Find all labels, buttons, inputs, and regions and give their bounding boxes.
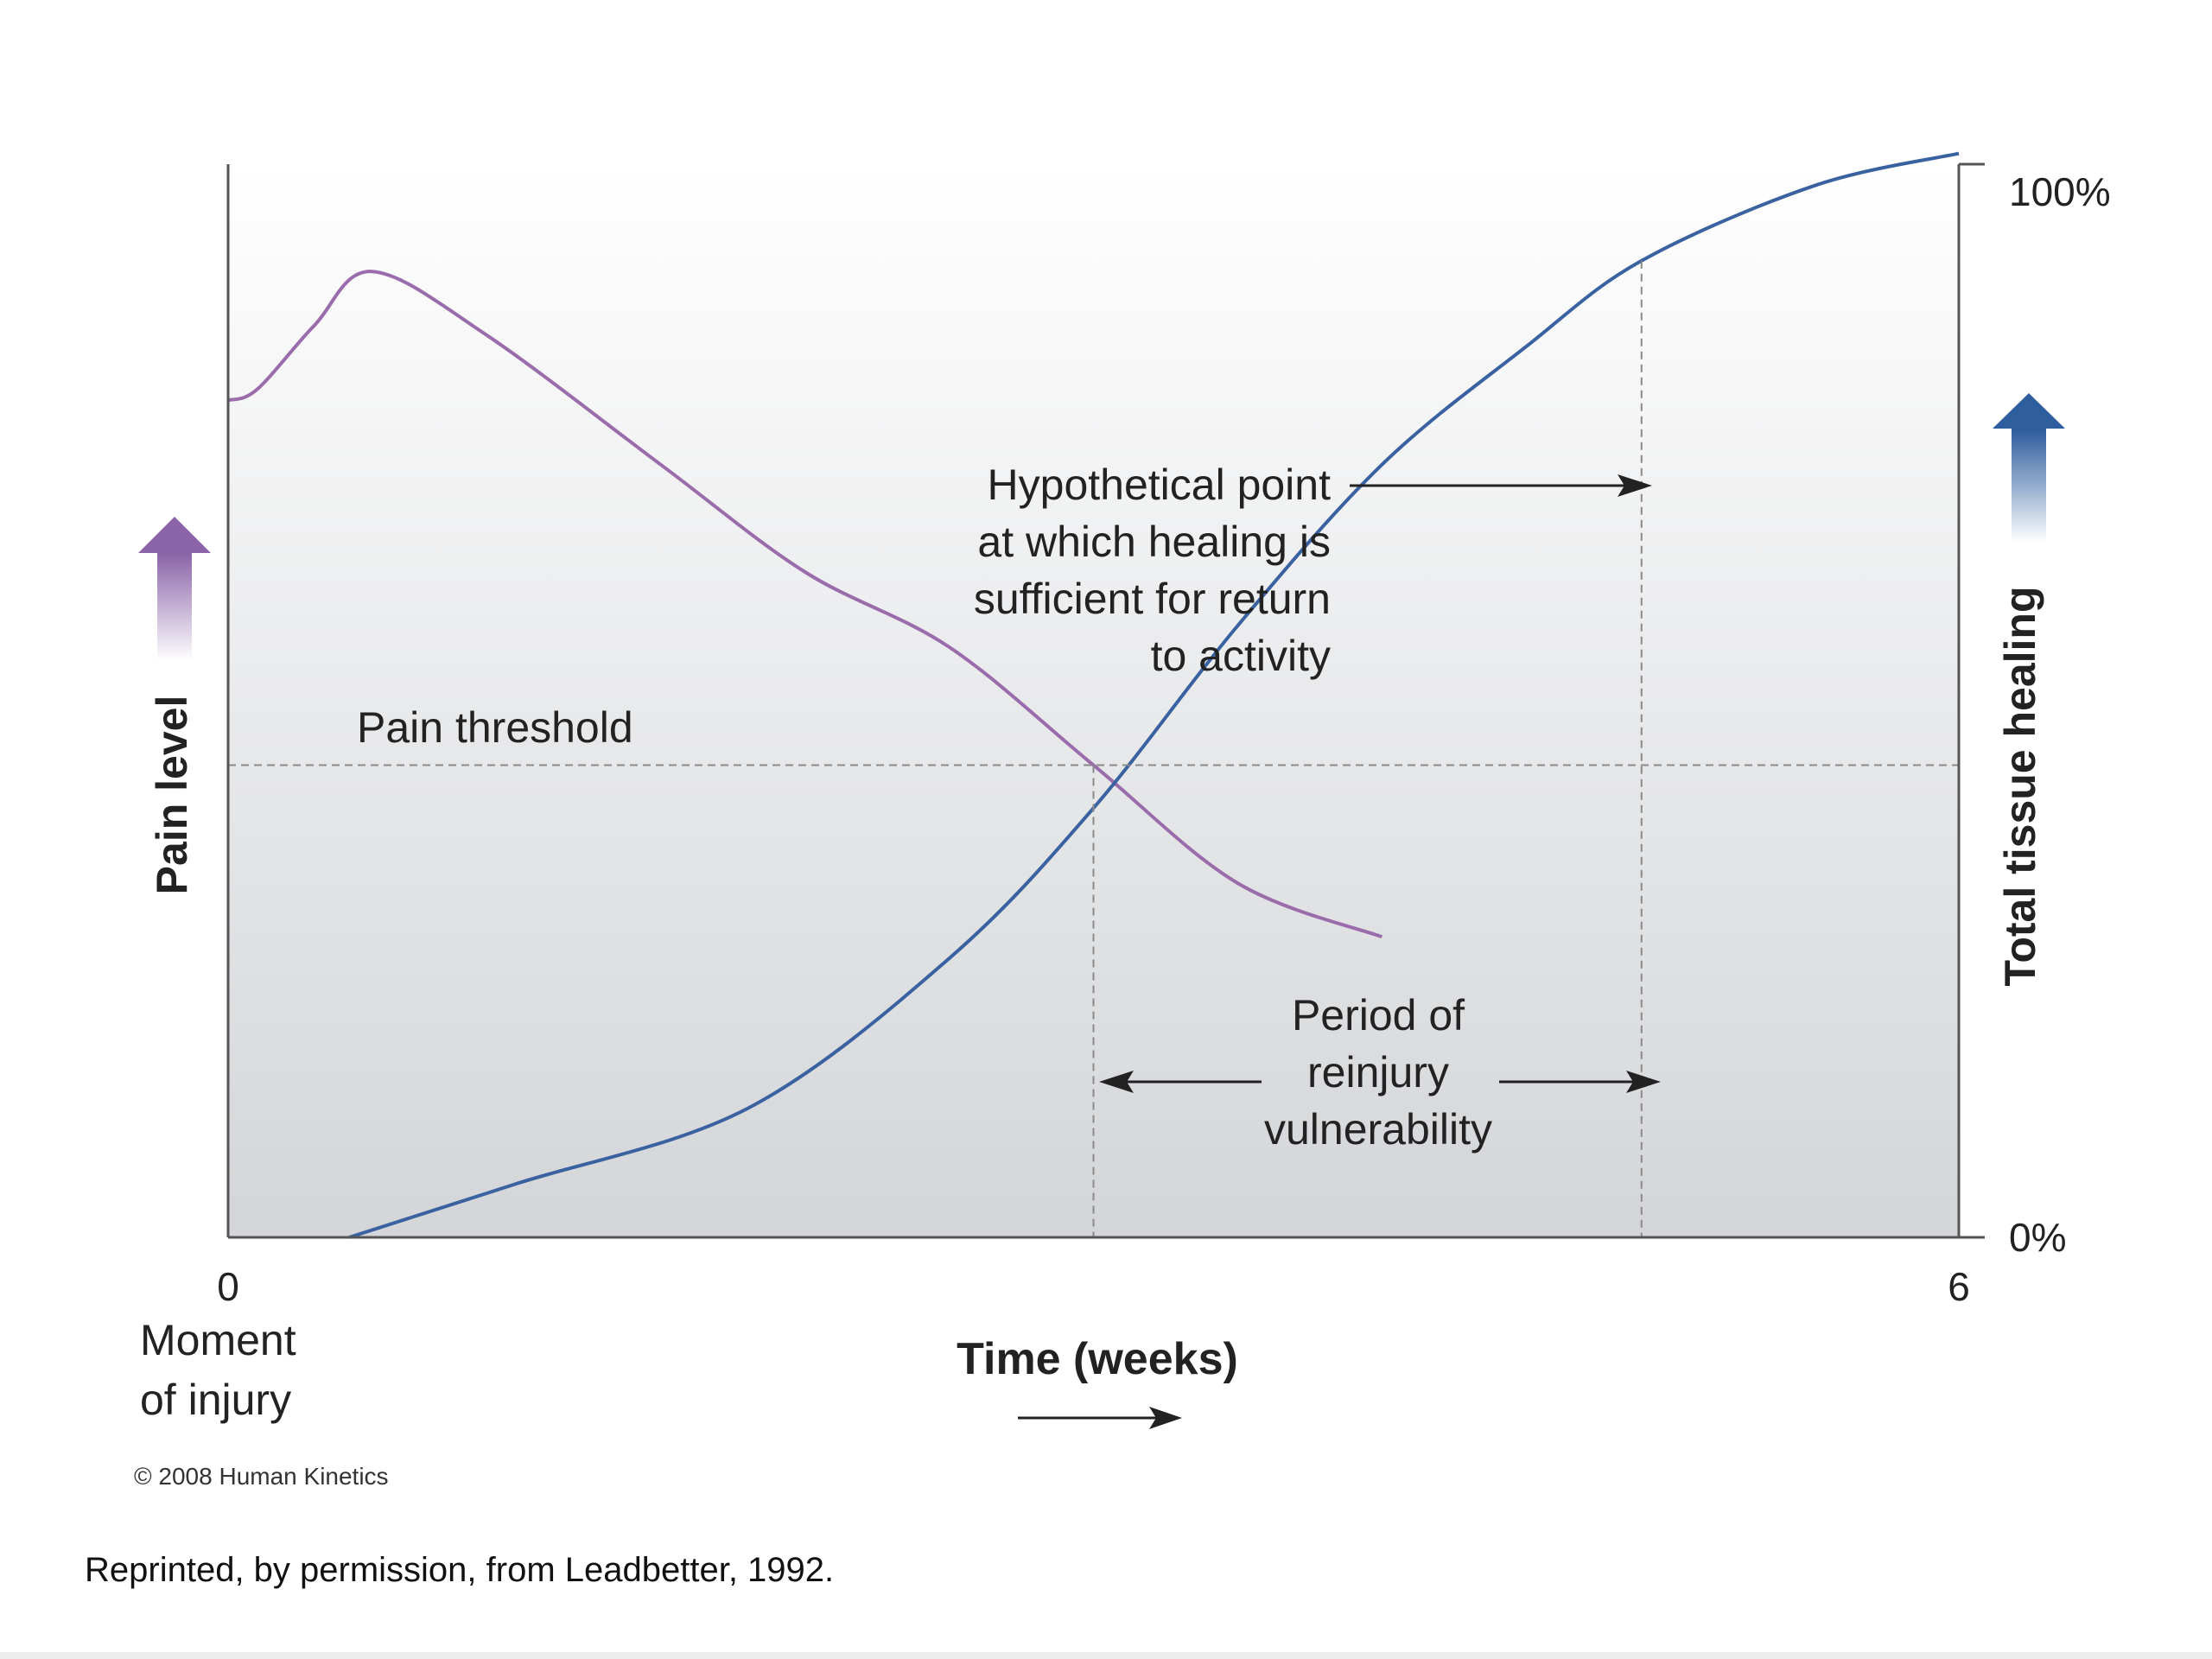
right-tick-label-100: 100% — [2009, 169, 2111, 214]
hypothetical-point-line-3: sufficient for return — [974, 575, 1331, 623]
x-tick-label-6: 6 — [1948, 1264, 1970, 1309]
tissue-healing-curve — [348, 151, 1960, 1239]
plot-area — [228, 164, 1959, 1237]
copyright-note: © 2008 Human Kinetics — [134, 1463, 389, 1490]
x-origin-note-line-2: of injury — [140, 1376, 291, 1424]
y-right-axis-label: Total tissue healing — [1996, 586, 2044, 986]
right-tick-label-0: 0% — [2009, 1215, 2066, 1260]
pain-level-arrow — [138, 517, 211, 661]
bottom-strip — [0, 1652, 2212, 1659]
reinjury-period-line-2: reinjury — [1307, 1048, 1449, 1096]
tissue-healing-arrow — [1993, 393, 2065, 543]
x-origin-note-line-1: Moment — [140, 1316, 296, 1364]
pain-threshold-label: Pain threshold — [357, 703, 633, 752]
x-tick-label-0: 0 — [217, 1264, 239, 1309]
reinjury-right-arrowhead — [1626, 1071, 1661, 1093]
footer-note: Reprinted, by permission, from Leadbette… — [85, 1551, 835, 1589]
reinjury-period-line-3: vulnerability — [1264, 1105, 1492, 1154]
pain-level-curve — [227, 270, 1382, 939]
x-axis-arrowhead — [1149, 1407, 1182, 1429]
hypothetical-point-line-4: to activity — [1151, 632, 1331, 680]
y-left-axis-label: Pain level — [148, 696, 196, 895]
hypothetical-point-arrowhead — [1618, 474, 1652, 497]
x-axis-label: Time (weeks) — [957, 1334, 1238, 1384]
reinjury-left-arrowhead — [1099, 1071, 1134, 1093]
reinjury-period-line-1: Period of — [1292, 991, 1465, 1039]
hypothetical-point-line-1: Hypothetical point — [988, 461, 1332, 509]
hypothetical-point-line-2: at which healing is — [977, 518, 1331, 566]
